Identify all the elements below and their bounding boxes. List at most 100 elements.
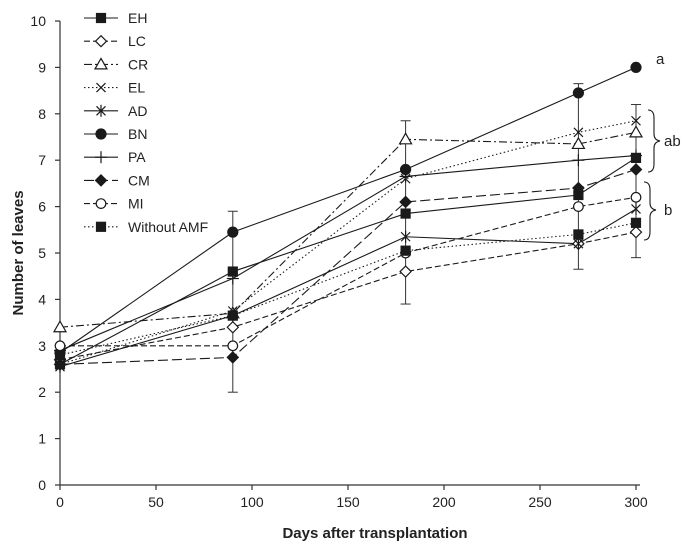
- x-tick-label: 100: [240, 494, 264, 510]
- data-point: [629, 163, 643, 176]
- data-point: [399, 170, 412, 183]
- legend-label: BN: [128, 126, 147, 142]
- x-tick-label: 50: [148, 494, 164, 510]
- x-tick-label: 200: [432, 494, 456, 510]
- legend-label: MI: [128, 196, 144, 212]
- data-point: [573, 127, 584, 138]
- y-tick-label: 9: [38, 59, 46, 75]
- data-point: [630, 61, 642, 74]
- data-point: [572, 87, 585, 99]
- data-point: [631, 115, 641, 126]
- data-point: [630, 149, 642, 162]
- data-point: [226, 272, 239, 285]
- x-tick-label: 250: [528, 494, 552, 510]
- y-tick-label: 2: [38, 384, 46, 400]
- legend-label: LC: [128, 33, 146, 49]
- group-bracket-ab: [647, 109, 661, 173]
- data-point: [399, 195, 412, 209]
- series-line-1: [59, 231, 637, 361]
- legend: EH LC CR EL AD BN PA CM MI Without AMF: [84, 10, 208, 235]
- legend-marker: [94, 34, 108, 48]
- x-tick-label: 0: [56, 494, 64, 510]
- data-point: [631, 202, 641, 215]
- y-tick-label: 4: [38, 291, 46, 307]
- legend-item: PA: [84, 149, 146, 165]
- data-point: [400, 230, 411, 243]
- legend-item: MI: [84, 196, 144, 212]
- data-point: [571, 136, 586, 150]
- x-tick-label: 150: [336, 494, 360, 510]
- legend-item: CM: [84, 172, 150, 188]
- legend-item: Without AMF: [84, 219, 208, 235]
- data-point: [54, 340, 66, 352]
- legend-marker: [96, 82, 106, 93]
- data-point: [226, 320, 240, 334]
- group-label-a: a: [656, 51, 665, 68]
- legend-label: Without AMF: [128, 219, 208, 235]
- legend-marker: [95, 12, 107, 24]
- data-point: [54, 349, 66, 361]
- x-ticks: 0 50 100 150 200 250 300: [56, 485, 648, 510]
- y-tick-label: 8: [38, 106, 46, 122]
- legend-item: BN: [84, 126, 147, 142]
- legend-item: LC: [84, 33, 146, 49]
- data-point: [572, 181, 585, 195]
- legend-label: PA: [128, 149, 146, 165]
- group-label-b: b: [664, 202, 672, 219]
- data-point: [52, 320, 68, 333]
- data-point: [227, 226, 239, 238]
- legend-label: CM: [128, 172, 150, 188]
- data-point: [628, 125, 644, 138]
- data-point: [630, 217, 642, 228]
- group-annotations: a ab b: [643, 51, 681, 241]
- group-bracket-b: [643, 181, 657, 241]
- data-point: [53, 358, 67, 371]
- data-point: [573, 229, 584, 240]
- series-line-8: [60, 196, 637, 347]
- y-ticks: 0 1 2 3 4 5 6 7 8 9 10: [30, 13, 60, 493]
- y-tick-label: 5: [38, 245, 46, 261]
- data-point: [226, 351, 240, 364]
- y-tick-label: 1: [38, 431, 46, 447]
- legend-item: AD: [84, 103, 147, 119]
- data-point: [399, 265, 412, 278]
- series-line-7: [59, 168, 637, 365]
- legend-label: EH: [128, 10, 147, 26]
- legend-label: AD: [128, 103, 147, 119]
- legend-marker: [95, 198, 107, 210]
- legend-marker: [93, 57, 109, 70]
- data-point: [629, 225, 643, 239]
- data-point: [573, 237, 584, 250]
- y-tick-label: 7: [38, 152, 46, 168]
- axes: [59, 21, 640, 486]
- legend-label: EL: [128, 80, 145, 96]
- legend-marker: [95, 221, 107, 232]
- data-point: [227, 340, 239, 352]
- series-line-3: [59, 120, 637, 365]
- y-tick-label: 3: [38, 338, 46, 354]
- data-point: [227, 310, 238, 321]
- y-tick-label: 0: [38, 477, 46, 493]
- legend-marker: [96, 104, 106, 117]
- data-point: [400, 245, 411, 256]
- legend-item: EL: [84, 80, 145, 96]
- legend-marker: [95, 151, 107, 164]
- x-axis-title: Days after transplantation: [282, 525, 467, 542]
- data-point: [630, 191, 642, 203]
- legend-item: CR: [84, 56, 148, 72]
- series-line-0: [59, 157, 637, 365]
- y-tick-label: 6: [38, 199, 46, 215]
- legend-marker: [94, 174, 108, 187]
- legend-label: CR: [128, 56, 148, 72]
- y-axis-title: Number of leaves: [10, 190, 27, 315]
- data-point: [400, 208, 411, 219]
- data-point: [573, 201, 584, 213]
- group-label-ab: ab: [664, 133, 681, 150]
- series-markers: [52, 61, 644, 373]
- data-point: [572, 154, 585, 167]
- x-tick-label: 300: [624, 494, 648, 510]
- legend-marker: [95, 128, 107, 140]
- data-point: [398, 132, 413, 145]
- y-tick-label: 10: [30, 13, 46, 29]
